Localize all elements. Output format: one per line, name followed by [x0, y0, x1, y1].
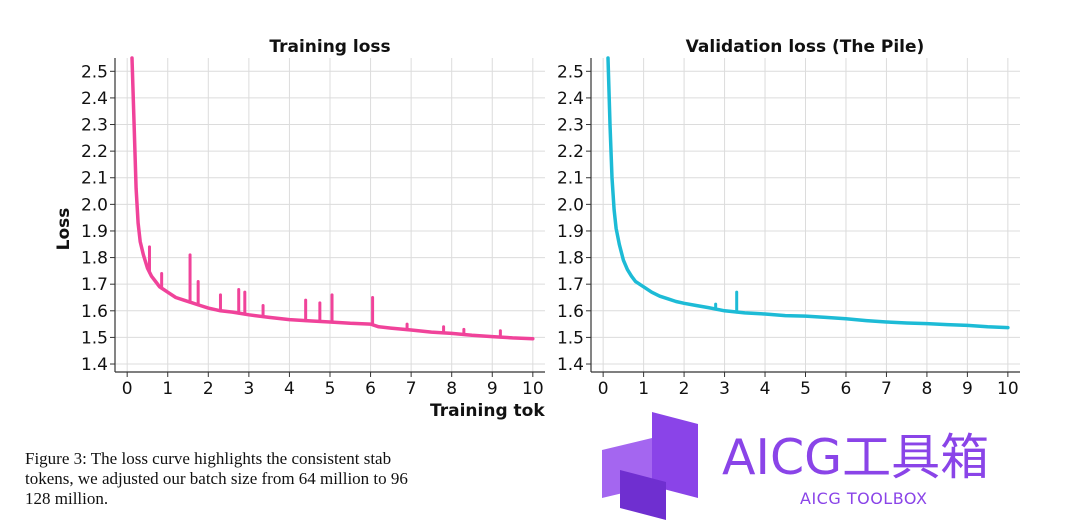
y-tick-label: 2.0 [557, 195, 584, 215]
y-tick-label: 1.8 [557, 249, 584, 269]
x-tick-label: 9 [487, 379, 498, 399]
series-line [606, 56, 1010, 330]
x-tick-label: 2 [203, 379, 214, 399]
x-tick-label: 6 [365, 379, 376, 399]
y-tick-label: 1.7 [557, 275, 584, 295]
y-tick-label: 1.9 [81, 222, 108, 242]
y-tick-label: 1.8 [81, 249, 108, 269]
caption-line-2: tokens, we adjusted our batch size from … [25, 469, 408, 488]
y-tick-label: 1.9 [557, 222, 584, 242]
x-tick-label: 0 [598, 379, 609, 399]
x-tick-label: 8 [922, 379, 933, 399]
x-tick-label: 1 [638, 379, 649, 399]
watermark-subtitle: AICG TOOLBOX [800, 489, 928, 508]
x-tick-label: 9 [962, 379, 973, 399]
y-tick-label: 2.2 [557, 142, 584, 162]
y-axis-label: Loss [54, 208, 74, 251]
y-tick-label: 2.1 [557, 169, 584, 189]
y-tick-label: 2.4 [81, 89, 108, 109]
caption-line-1: Figure 3: The loss curve highlights the … [25, 449, 392, 468]
plot-area-validation: 1.4 1.5 1.6 1.7 1.8 1.9 2.0 2.1 2.2 2.3 2.4 2.5 0 1 2 3… [557, 56, 1020, 399]
x-tick-label: 6 [841, 379, 852, 399]
y-tick-label: 2.3 [81, 116, 108, 136]
x-tick-label: 2 [679, 379, 690, 399]
y-tick-label: 1.4 [557, 355, 584, 375]
y-tick-label: 1.5 [81, 328, 108, 348]
x-tick-label: 4 [284, 379, 295, 399]
x-tick-label: 3 [719, 379, 730, 399]
chart-title-training: Training loss [269, 37, 390, 57]
y-tick-label: 2.0 [81, 195, 108, 215]
y-tick-label: 2.4 [557, 89, 584, 109]
chart-training-loss: Training loss Loss Training tok 1.41.51.… [54, 37, 545, 421]
plot-area-training: 1.4 1.5 1.6 1.7 1.8 1.9 2.0 2.1 2.2 2.3 2.4 2.5 0 1 2 3… [81, 56, 545, 399]
x-tick-label: 5 [325, 379, 336, 399]
figure-charts: Training loss Loss Training tok 1.41.51.… [54, 37, 1020, 421]
y-tick-label: 2.5 [81, 62, 108, 82]
watermark-logo-icon [602, 412, 698, 520]
y-tick-label: 1.6 [557, 302, 584, 322]
caption-line-3: 128 million. [25, 489, 109, 508]
y-tick-label: 2.1 [81, 169, 108, 189]
x-tick-label: 7 [406, 379, 417, 399]
x-tick-label: 8 [446, 379, 457, 399]
x-tick-label: 3 [243, 379, 254, 399]
x-tick-label: 0 [122, 379, 133, 399]
figure-caption: Figure 3: The loss curve highlights the … [25, 448, 565, 508]
y-tick-label: 1.6 [81, 302, 108, 322]
y-tick-label: 1.5 [557, 328, 584, 348]
y-tick-label: 1.7 [81, 275, 108, 295]
x-axis-label: Training tok [430, 401, 545, 421]
x-tick-label: 10 [522, 379, 544, 399]
y-tick-label: 2.5 [557, 62, 584, 82]
x-tick-label: 5 [800, 379, 811, 399]
chart-title-validation: Validation loss (The Pile) [686, 37, 925, 57]
y-tick-label: 2.2 [81, 142, 108, 162]
y-tick-label: 2.3 [557, 116, 584, 136]
chart-validation-loss: Validation loss (The Pile) 1.41.51.61.71… [557, 37, 1020, 399]
watermark-title: AICG工具箱 [722, 429, 990, 486]
x-tick-label: 4 [760, 379, 771, 399]
x-tick-label: 7 [881, 379, 892, 399]
y-tick-label: 1.4 [81, 355, 108, 375]
x-tick-label: 10 [997, 379, 1019, 399]
x-tick-label: 1 [162, 379, 173, 399]
